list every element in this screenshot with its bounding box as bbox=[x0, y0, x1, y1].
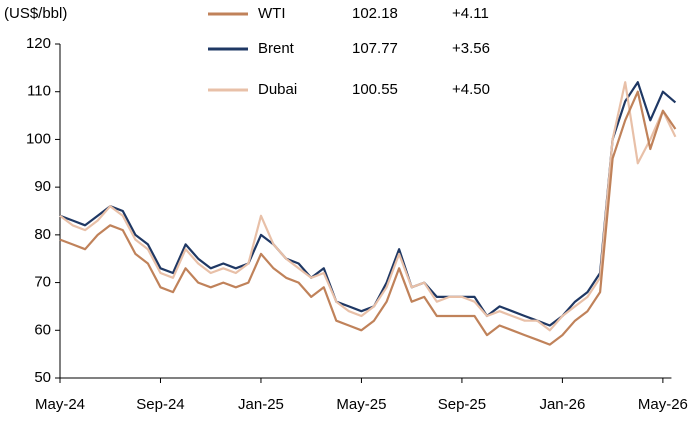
x-tick-label: May-26 bbox=[638, 396, 688, 413]
series-line bbox=[59, 81, 677, 327]
legend-label: Brent bbox=[258, 40, 295, 57]
legend-latest: 102.18 bbox=[352, 5, 398, 22]
x-tick-label: Jan-25 bbox=[238, 396, 284, 413]
y-axis-label: (US$/bbl) bbox=[4, 5, 67, 22]
y-tick-label: 120 bbox=[26, 35, 51, 52]
legend-change: +3.56 bbox=[452, 40, 490, 57]
y-tick-label: 50 bbox=[34, 369, 51, 386]
series-line bbox=[59, 90, 677, 346]
y-tick-label: 100 bbox=[26, 130, 51, 147]
legend-label: WTI bbox=[258, 5, 286, 22]
x-tick-label: Sep-24 bbox=[136, 396, 184, 413]
legend-latest: 107.77 bbox=[352, 40, 398, 57]
legend-label: Dubai bbox=[258, 81, 297, 98]
legend-latest: 100.55 bbox=[352, 81, 398, 98]
x-tick-label: Sep-25 bbox=[438, 396, 486, 413]
y-tick-label: 70 bbox=[34, 274, 51, 291]
y-tick-label: 80 bbox=[34, 226, 51, 243]
series-line bbox=[59, 81, 677, 332]
x-tick-label: May-25 bbox=[336, 396, 386, 413]
legend-change: +4.50 bbox=[452, 81, 490, 98]
x-tick-label: May-24 bbox=[35, 396, 85, 413]
y-tick-label: 110 bbox=[27, 83, 51, 100]
x-tick-label: Jan-26 bbox=[539, 396, 585, 413]
legend-change: +4.11 bbox=[452, 5, 489, 22]
y-tick-label: 90 bbox=[34, 178, 51, 195]
y-tick-label: 60 bbox=[34, 321, 51, 338]
